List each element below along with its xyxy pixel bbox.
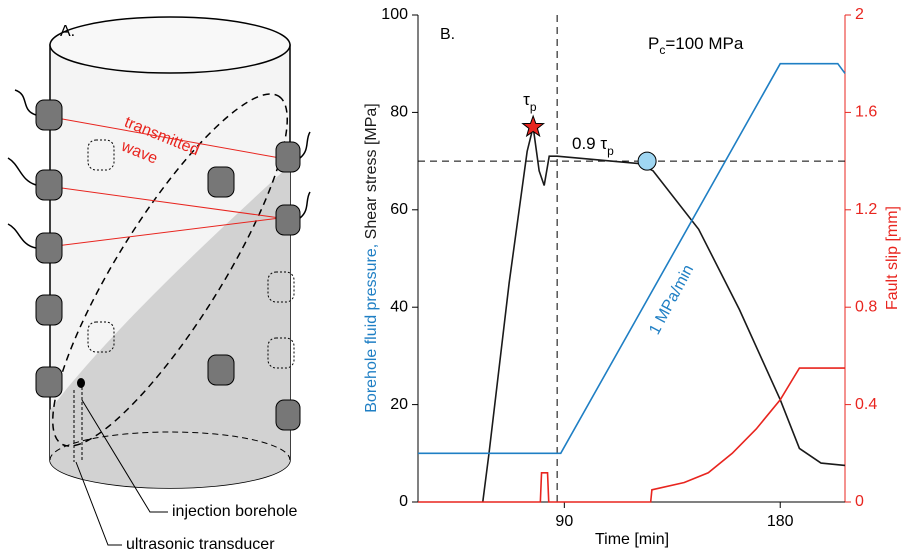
panel-label: A. [60, 23, 75, 40]
diagram: A. transmitted wave injection borehole u… [7, 16, 311, 553]
y2-tick-label: 0.4 [855, 396, 877, 413]
transducer [275, 141, 301, 173]
transducer-label: ultrasonic transducer [126, 536, 275, 553]
threshold-label-part: p [607, 144, 614, 158]
transducer [35, 366, 63, 398]
y-tick-label: 40 [390, 298, 408, 315]
peak-label-part: τ [523, 90, 530, 109]
transducer-hidden [87, 321, 115, 353]
transducer [275, 399, 301, 431]
y-tick-label: 0 [399, 493, 408, 510]
series-line [481, 126, 846, 503]
transducer [35, 294, 63, 326]
x-axis-title: Time [min] [595, 531, 669, 548]
leader-line [75, 461, 122, 546]
y2-tick-label: 0.8 [855, 298, 877, 315]
transducers [35, 99, 301, 431]
cables [7, 89, 311, 249]
y2-tick-label: 2 [855, 6, 864, 23]
threshold-marker [637, 151, 657, 171]
series-line [418, 367, 845, 503]
fault-plane [52, 93, 288, 447]
peak-marker [521, 114, 546, 138]
series-line [418, 62, 846, 455]
transducer [35, 232, 63, 264]
transducer-hidden [87, 139, 115, 171]
chart: B. Time [min] Borehole fluid pressure, S… [363, 6, 901, 548]
y-axis-title-part: Borehole fluid pressure, [363, 244, 380, 413]
ray [39, 114, 281, 159]
panel-label: B. [440, 26, 455, 43]
hidden-transducers [87, 139, 295, 369]
y-axis-title: Borehole fluid pressure, Shear stress [M… [363, 103, 380, 412]
x-tick-label: 180 [767, 513, 794, 530]
y2-tick-label: 1.6 [855, 104, 877, 121]
peak-label-part: p [530, 100, 537, 114]
confining-label-part: c [659, 43, 665, 57]
confining-label: Pc=100 MPa [648, 34, 744, 57]
y-tick-label: 100 [381, 6, 408, 23]
y2-tick-label: 1.2 [855, 201, 877, 218]
transducer [35, 99, 63, 131]
transducer [207, 354, 235, 386]
confining-label-part: =100 MPa [665, 34, 744, 53]
leader-line [81, 399, 168, 513]
lower-block [50, 165, 290, 488]
rate-label: 1 MPa/min [646, 262, 697, 338]
y-axis-title-part: Shear stress [MPa] [363, 103, 380, 239]
y-tick-label: 60 [390, 201, 408, 218]
transducer [35, 169, 63, 201]
transducer-hidden [267, 337, 295, 369]
x-tick-label: 90 [555, 513, 573, 530]
y-tick-label: 20 [390, 396, 408, 413]
cylinder-top [49, 16, 291, 74]
transducer-hidden [267, 271, 295, 303]
threshold-label: 0.9 τp [572, 134, 614, 158]
transducer [275, 204, 301, 236]
y2-axis-title: Fault slip [mm] [884, 206, 901, 310]
peak-label: τp [523, 90, 537, 114]
borehole-label: injection borehole [172, 503, 298, 520]
ray [39, 217, 281, 249]
confining-label-part: P [648, 34, 659, 53]
y-tick-label: 80 [390, 104, 408, 121]
transducer [207, 166, 235, 198]
ray [39, 184, 281, 219]
borehole-top [77, 378, 85, 388]
threshold-label-part: 0.9 τ [572, 134, 607, 153]
y2-tick-label: 0 [855, 493, 864, 510]
